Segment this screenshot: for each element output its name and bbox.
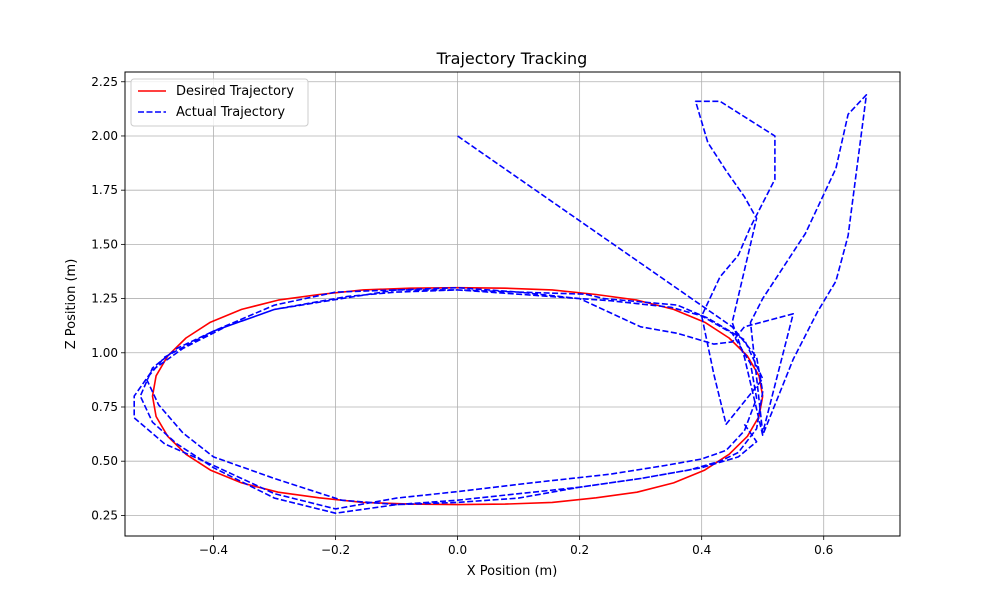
desired-trajectory-line <box>151 286 764 506</box>
x-tick-label: 0.0 <box>448 543 467 557</box>
legend: Desired Trajectory Actual Trajectory <box>130 78 309 127</box>
y-tick-label: 1.50 <box>91 237 118 251</box>
y-axis-label: Z Position (m) <box>64 259 79 350</box>
x-tick-label: −0.4 <box>199 543 228 557</box>
legend-actual-label: Actual Trajectory <box>176 105 285 120</box>
actual-trajectory-line <box>133 94 868 515</box>
x-tick-label: −0.2 <box>321 543 350 557</box>
x-tick-label: 0.6 <box>814 543 833 557</box>
x-axis-label: X Position (m) <box>467 564 558 579</box>
y-tick-label: 0.75 <box>91 400 118 414</box>
x-tick-label: 0.4 <box>692 543 711 557</box>
x-tick-label: 0.2 <box>570 543 589 557</box>
plot-frame <box>124 71 901 537</box>
y-tick-label: 1.00 <box>91 346 118 360</box>
x-axis: −0.4 −0.2 0.0 0.2 0.4 0.6 <box>199 536 833 557</box>
y-tick-label: 0.25 <box>91 508 118 522</box>
y-tick-label: 2.00 <box>91 129 118 143</box>
legend-box <box>130 78 309 127</box>
chart-title: Trajectory Tracking <box>436 49 588 68</box>
y-tick-label: 2.25 <box>91 75 118 89</box>
legend-desired-label: Desired Trajectory <box>176 84 294 99</box>
plot-lines <box>133 94 868 515</box>
y-tick-label: 1.25 <box>91 292 118 306</box>
grid <box>125 72 900 536</box>
y-tick-label: 1.75 <box>91 183 118 197</box>
y-axis: 0.25 0.50 0.75 1.00 1.25 1.50 1.75 2.00 2.25 <box>91 75 125 522</box>
y-tick-label: 0.50 <box>91 454 118 468</box>
